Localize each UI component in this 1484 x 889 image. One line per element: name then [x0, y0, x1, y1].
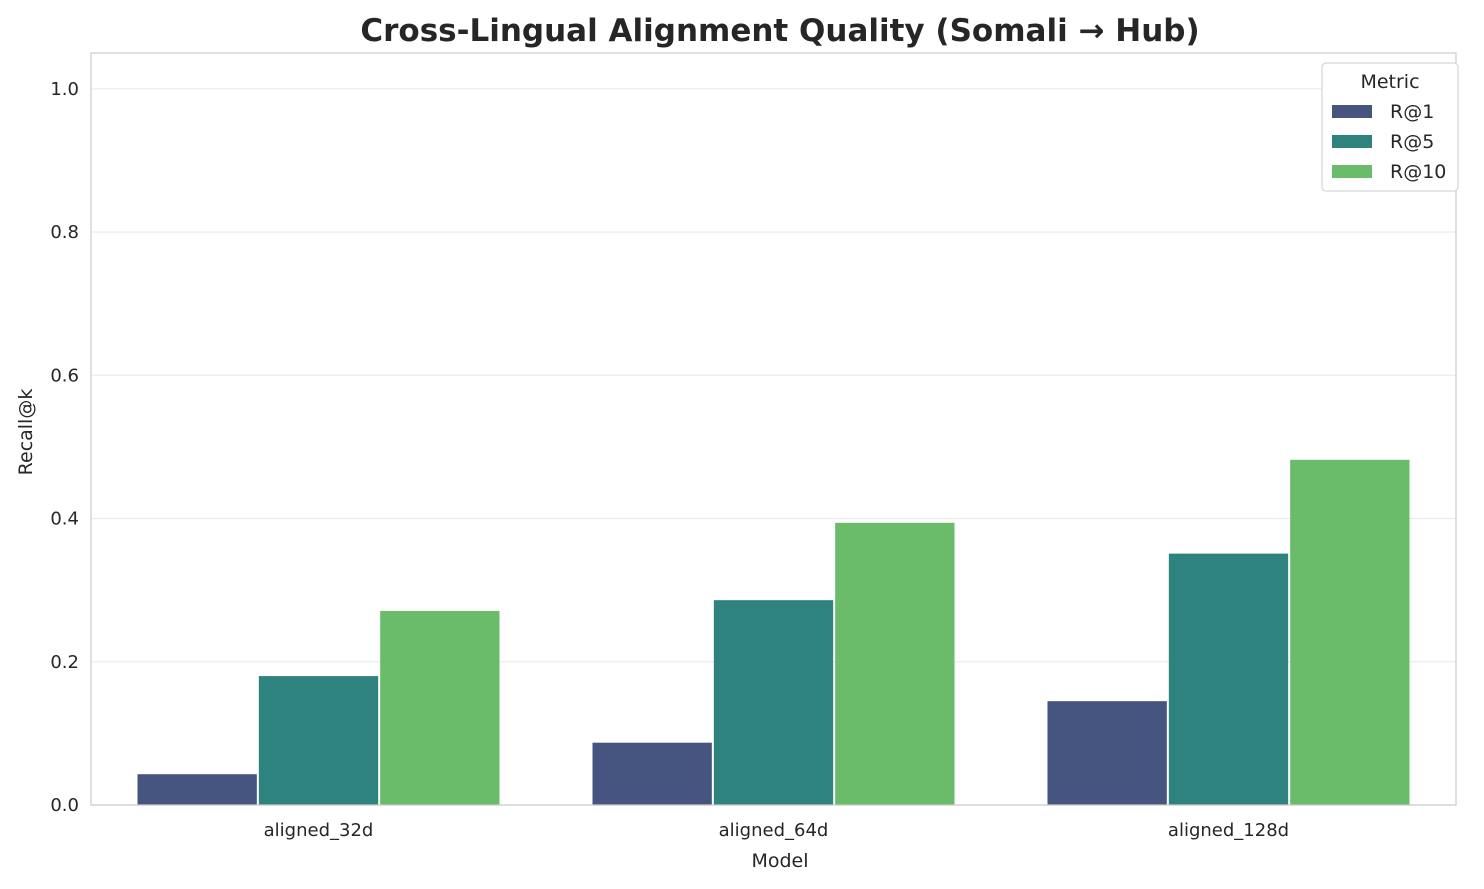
bar-r-at-1-aligned_128d	[1047, 701, 1167, 805]
y-tick-label: 0.6	[50, 365, 79, 386]
y-axis-label: Recall@k	[15, 389, 37, 476]
bar-r-at-10-aligned_32d	[380, 610, 500, 805]
legend-title: Metric	[1360, 71, 1419, 93]
x-tick-label: aligned_128d	[1168, 820, 1289, 841]
bar-r-at-5-aligned_64d	[713, 600, 834, 805]
x-tick-label: aligned_64d	[719, 820, 829, 841]
legend-swatch	[1332, 135, 1372, 148]
y-ticks: 0.0 0.2 0.4 0.6 0.8 1.0	[50, 79, 79, 816]
x-tick-label: aligned_32d	[264, 820, 374, 841]
legend-swatch	[1332, 105, 1372, 118]
legend-swatch	[1332, 165, 1372, 178]
legend: Metric R@1 R@5 R@10	[1321, 62, 1459, 192]
bar-r-at-10-aligned_128d	[1290, 459, 1410, 805]
bar-r-at-10-aligned_64d	[835, 522, 955, 805]
legend-entry: R@10	[1390, 161, 1446, 183]
x-axis-label: Model	[751, 850, 808, 872]
chart-title: Cross-Lingual Alignment Quality (Somali …	[360, 13, 1199, 49]
legend-entry: R@1	[1390, 101, 1434, 123]
bar-r-at-5-aligned_32d	[258, 676, 379, 805]
legend-entry: R@5	[1390, 131, 1434, 153]
y-tick-label: 0.4	[50, 509, 79, 530]
x-ticks: aligned_32d aligned_64d aligned_128d	[264, 820, 1289, 841]
y-tick-label: 1.0	[50, 79, 79, 100]
bar-r-at-5-aligned_128d	[1168, 553, 1289, 805]
bars	[137, 459, 1410, 805]
y-tick-label: 0.8	[50, 222, 79, 243]
legend-box	[1321, 62, 1459, 192]
bar-r-at-1-aligned_32d	[137, 774, 257, 805]
y-tick-label: 0.0	[50, 795, 79, 816]
plot-frame	[90, 52, 1457, 806]
y-tick-label: 0.2	[50, 652, 79, 673]
bar-r-at-1-aligned_64d	[592, 742, 712, 805]
